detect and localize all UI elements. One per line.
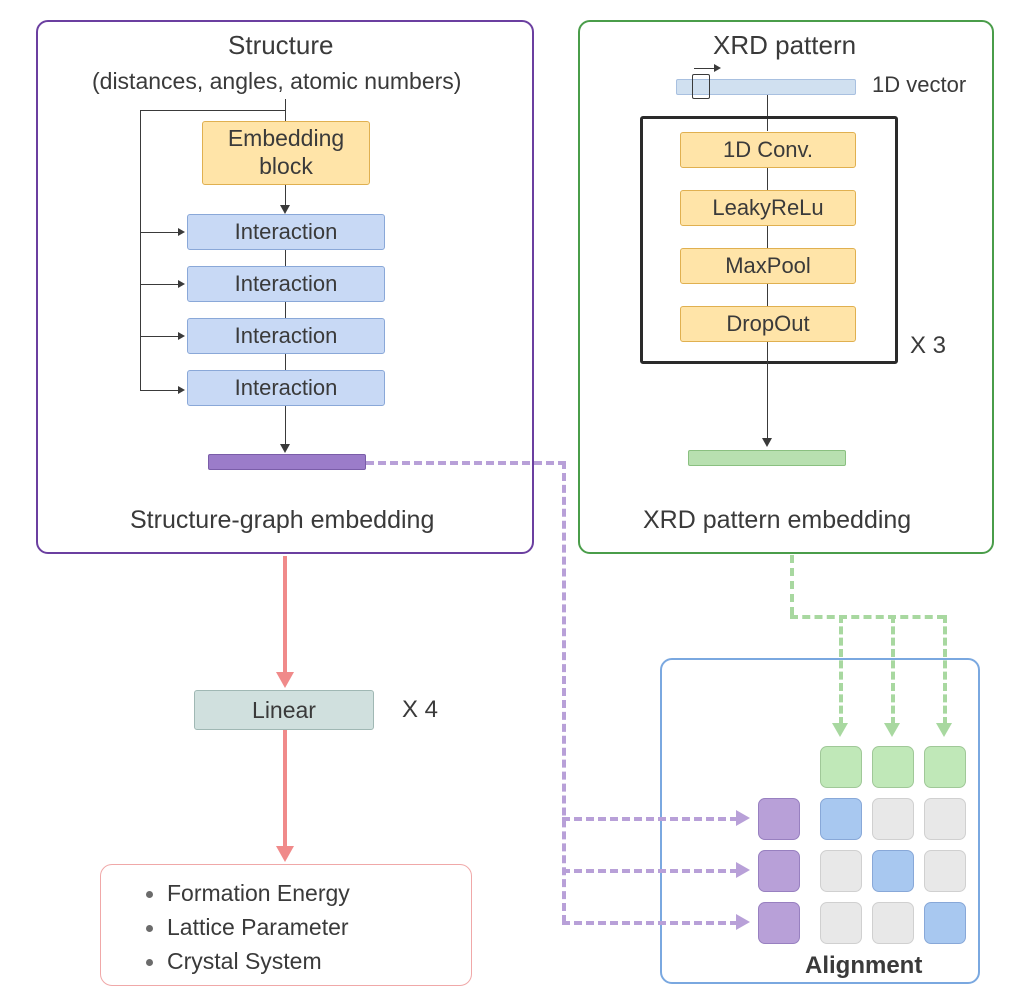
skip-b3 [140, 336, 180, 337]
output-1: Formation Energy [146, 880, 350, 907]
arrow-embed-int1 [280, 205, 290, 214]
xrd-layer-relu-label: LeakyReLu [712, 195, 823, 221]
xrd-layer-drop: DropOut [680, 306, 856, 342]
dash-g-a3 [936, 723, 952, 737]
pink-arrow-1 [276, 672, 294, 688]
interaction-2: Interaction [187, 266, 385, 302]
xrd-layer-conv-label: 1D Conv. [723, 137, 813, 163]
interaction-3: Interaction [187, 318, 385, 354]
line-int34 [285, 354, 286, 370]
dash-p-b3 [562, 921, 738, 925]
output-2: Lattice Parameter [146, 914, 349, 941]
grid-10 [820, 850, 862, 892]
dash-p-a1 [736, 810, 750, 826]
grid-20 [820, 902, 862, 944]
align-left-p3 [758, 902, 800, 944]
interaction-4-label: Interaction [235, 375, 338, 401]
arrow-to-greenbar [762, 438, 772, 447]
dash-p-b1 [562, 817, 738, 821]
skip-a2 [178, 280, 185, 288]
pink-line-2 [283, 730, 287, 850]
structure-footer: Structure-graph embedding [130, 506, 434, 535]
bullet-icon [146, 925, 153, 932]
dash-g-d3 [943, 615, 947, 725]
embedding-block-label: Embedding block [228, 125, 344, 180]
linear-label: Linear [252, 697, 316, 724]
pink-line-1 [283, 556, 287, 676]
conv-window-icon [692, 74, 710, 99]
grid-11 [872, 850, 914, 892]
grid-02 [924, 798, 966, 840]
dash-p-a3 [736, 914, 750, 930]
xrd-embedding-bar [688, 450, 846, 466]
l-m-d [767, 284, 768, 306]
grid-22 [924, 902, 966, 944]
align-left-p1 [758, 798, 800, 840]
conv-window-arrow-line [694, 68, 716, 69]
l-r-m [767, 226, 768, 248]
dash-p-b2 [562, 869, 738, 873]
align-top-g1 [820, 746, 862, 788]
grid-00 [820, 798, 862, 840]
dash-g-d1 [839, 615, 843, 725]
interaction-3-label: Interaction [235, 323, 338, 349]
structure-subtitle: (distances, angles, atomic numbers) [92, 68, 461, 95]
bullet-icon [146, 891, 153, 898]
interaction-2-label: Interaction [235, 271, 338, 297]
grid-01 [872, 798, 914, 840]
dash-g-a1 [832, 723, 848, 737]
dash-g-a2 [884, 723, 900, 737]
skip-a3 [178, 332, 185, 340]
align-top-g3 [924, 746, 966, 788]
skip-a4 [178, 386, 185, 394]
output-3: Crystal System [146, 948, 322, 975]
xrd-layer-relu: LeakyReLu [680, 190, 856, 226]
l-c-r [767, 168, 768, 190]
linear-repeat: X 4 [402, 696, 438, 724]
grid-12 [924, 850, 966, 892]
line-to-purplebar [285, 406, 286, 448]
dash-p-a2 [736, 862, 750, 878]
xrd-layer-conv: 1D Conv. [680, 132, 856, 168]
line-int12 [285, 250, 286, 266]
skip-b1 [140, 232, 180, 233]
dash-g-h1 [790, 615, 945, 619]
xrd-layer-pool-label: MaxPool [725, 253, 811, 279]
structure-embedding-bar [208, 454, 366, 470]
conv-window-arrow [714, 64, 721, 72]
xrd-layer-drop-label: DropOut [726, 311, 809, 337]
skip-a1 [178, 228, 185, 236]
skip-b2 [140, 284, 180, 285]
xrd-layer-pool: MaxPool [680, 248, 856, 284]
structure-title: Structure [228, 30, 334, 61]
line-to-greenbar [767, 342, 768, 442]
arrow-to-purplebar [280, 444, 290, 453]
bullet-icon [146, 959, 153, 966]
line-sub-to-embed [285, 99, 286, 121]
linear-block: Linear [194, 690, 374, 730]
dash-g-v1 [790, 555, 794, 615]
interaction-4: Interaction [187, 370, 385, 406]
xrd-footer: XRD pattern embedding [643, 506, 911, 535]
dash-g-d2 [891, 615, 895, 725]
dash-p-v1 [562, 461, 566, 923]
alignment-label: Alignment [805, 952, 922, 980]
skip-b4 [140, 390, 180, 391]
xrd-vector-label: 1D vector [872, 72, 966, 98]
align-left-p2 [758, 850, 800, 892]
dash-p-h1 [366, 461, 566, 465]
skip-spine [140, 110, 141, 390]
embedding-block: Embedding block [202, 121, 370, 185]
xrd-title: XRD pattern [713, 30, 856, 61]
skip-top [140, 110, 285, 111]
xrd-repeat-label: X 3 [910, 332, 946, 360]
interaction-1: Interaction [187, 214, 385, 250]
grid-21 [872, 902, 914, 944]
interaction-1-label: Interaction [235, 219, 338, 245]
pink-arrow-2 [276, 846, 294, 862]
line-int23 [285, 302, 286, 318]
align-top-g2 [872, 746, 914, 788]
